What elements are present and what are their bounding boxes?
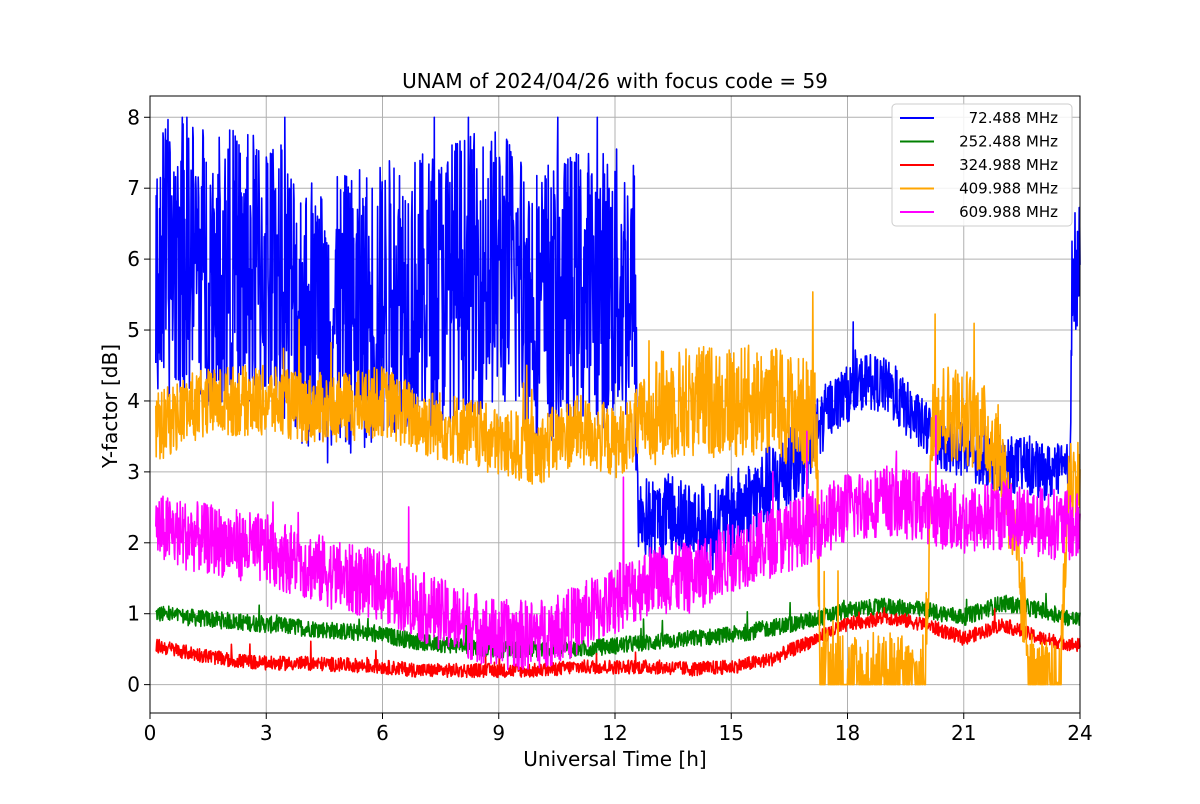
x-tick-label: 21 [951,721,976,745]
x-tick-label: 15 [719,721,744,745]
legend-entry: 72.488 MHz [969,109,1058,127]
legend-entry: 609.988 MHz [959,203,1058,221]
legend-entry: 252.488 MHz [959,133,1058,151]
y-tick-label: 4 [127,389,140,413]
y-tick-label: 8 [127,105,140,129]
x-tick-label: 12 [602,721,627,745]
y-tick-label: 5 [127,318,140,342]
legend-entry: 409.988 MHz [959,180,1058,198]
chart-title: UNAM of 2024/04/26 with focus code = 59 [402,69,828,93]
series-group [155,116,1081,686]
y-tick-label: 2 [127,531,140,555]
x-tick-label: 18 [835,721,860,745]
y-axis-label: Y-factor [dB] [98,344,122,469]
series-line [155,291,1081,686]
x-tick-label: 6 [376,721,389,745]
y-tick-label: 3 [127,460,140,484]
x-tick-label: 3 [260,721,273,745]
y-tick-label: 1 [127,602,140,626]
legend-entry: 324.988 MHz [959,156,1058,174]
legend-box [891,103,1073,227]
y-axis: 0 1 2 3 4 5 6 7 8 [127,105,150,697]
y-tick-label: 7 [127,176,140,200]
x-tick-label: 0 [144,721,157,745]
x-axis-label: Universal Time [h] [523,747,706,771]
series-line [155,414,1081,671]
x-tick-label: 9 [492,721,505,745]
y-tick-label: 6 [127,247,140,271]
legend: 72.488 MHz 252.488 MHz 324.988 MHz 409.988 … [891,103,1073,227]
y-tick-label: 0 [127,673,140,697]
x-tick-label: 24 [1067,721,1092,745]
x-axis: 0 3 6 9 12 15 18 21 24 [144,713,1093,745]
